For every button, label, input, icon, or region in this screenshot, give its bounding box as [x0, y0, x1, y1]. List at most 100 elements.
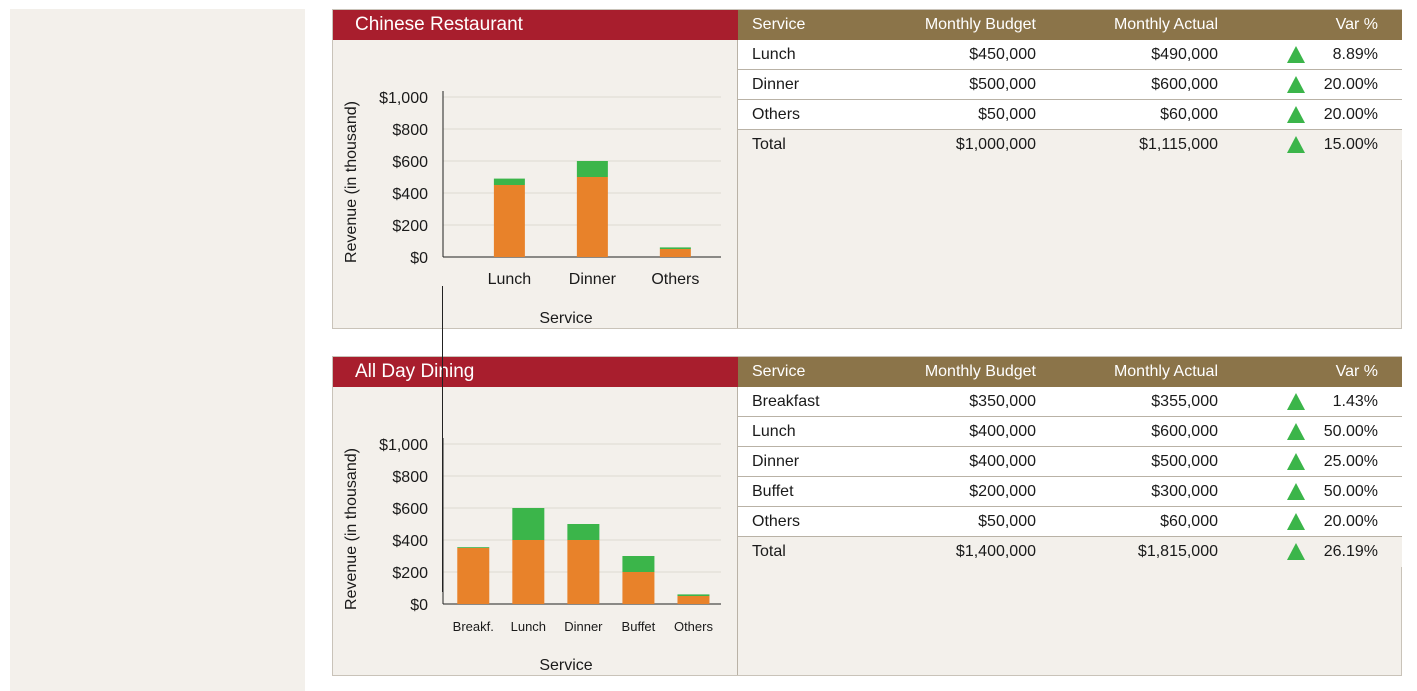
budget-bar — [576, 177, 608, 257]
budget-bar — [512, 540, 545, 604]
y-tick-label: $800 — [392, 122, 428, 139]
triangle-up-icon — [1287, 453, 1305, 470]
x-axis-title: Service — [539, 310, 592, 327]
service-cell: Lunch — [752, 423, 796, 440]
table-header-row: Service Monthly Budget Monthly Actual Var % — [738, 357, 1402, 387]
chart-area: All Day Dining $0 $200 $400 $600 $800 $1,000 B… — [333, 357, 738, 675]
x-tick-label: Others — [674, 619, 714, 634]
y-tick-label: $400 — [392, 533, 428, 550]
variance-bar — [677, 594, 710, 596]
budget-cell: $1,400,000 — [955, 543, 1036, 560]
service-cell: Others — [752, 513, 801, 530]
x-tick-label: Dinner — [569, 271, 617, 288]
variance-bar — [493, 178, 525, 185]
budget-cell: $350,000 — [969, 393, 1036, 410]
var-cell: 20.00% — [1323, 106, 1378, 123]
sidebar — [10, 9, 305, 691]
actual-cell: $1,815,000 — [1137, 543, 1218, 560]
chinese-restaurant-table: Service Monthly Budget Monthly Actual Var %… — [738, 10, 1402, 160]
all-day-dining-panel: All Day Dining $0 $200 $400 $600 $800 $1,000 B… — [332, 356, 1402, 676]
service-cell: Lunch — [752, 46, 796, 63]
x-tick-label: Buffet — [622, 619, 656, 634]
var-cell: 15.00% — [1323, 136, 1378, 153]
triangle-up-icon — [1287, 136, 1305, 153]
service-cell: Total — [752, 136, 786, 153]
budget-cell: $450,000 — [969, 46, 1036, 63]
triangle-up-icon — [1287, 423, 1305, 440]
variance-bar — [659, 247, 691, 249]
budget-bar — [677, 596, 710, 604]
var-cell: 1.43% — [1332, 393, 1378, 410]
actual-cell: $1,115,000 — [1139, 136, 1218, 153]
actual-cell: $60,000 — [1160, 106, 1218, 123]
var-cell: 26.19% — [1323, 543, 1378, 560]
budget-cell: $1,000,000 — [955, 136, 1036, 153]
table-row: Dinner $400,000 $500,000 25.00% — [738, 447, 1402, 477]
all-day-dining-chart: $0 $200 $400 $600 $800 $1,000 Breakf. Lunch Dinn… — [343, 437, 721, 674]
var-cell: 50.00% — [1323, 483, 1378, 500]
y-tick-label: $800 — [392, 469, 428, 486]
budget-bar — [659, 249, 691, 257]
budget-cell: $400,000 — [969, 423, 1036, 440]
y-axis-title: Revenue (in thousand) — [343, 101, 360, 263]
table-row: Buffet $200,000 $300,000 50.00% — [738, 477, 1402, 507]
actual-cell: $600,000 — [1151, 423, 1218, 440]
y-tick-label: $0 — [410, 250, 428, 267]
table-row: Others $50,000 $60,000 20.00% — [738, 100, 1402, 130]
service-cell: Buffet — [752, 483, 794, 500]
chart-area: Chinese Restaurant $0 $200 $400 $600 $800 $1,… — [333, 10, 738, 328]
actual-cell: $490,000 — [1151, 46, 1218, 63]
y-tick-label: $1,000 — [379, 437, 428, 454]
chart-title: Chinese Restaurant — [333, 10, 738, 40]
budget-bar — [567, 540, 600, 604]
variance-bar — [457, 547, 490, 548]
header-monthly-actual: Monthly Actual — [1113, 363, 1218, 380]
header-monthly-actual: Monthly Actual — [1113, 16, 1218, 33]
x-tick-label: Others — [651, 271, 699, 288]
triangle-up-icon — [1287, 46, 1305, 63]
budget-bar — [622, 572, 655, 604]
header-var-percent: Var % — [1335, 363, 1378, 380]
var-cell: 50.00% — [1323, 423, 1378, 440]
all-day-dining-table: Service Monthly Budget Monthly Actual Var %… — [738, 357, 1402, 567]
header-service: Service — [752, 363, 806, 380]
header-service: Service — [752, 16, 806, 33]
var-cell: 25.00% — [1323, 453, 1378, 470]
table-row: Lunch $450,000 $490,000 8.89% — [738, 40, 1402, 70]
y-tick-label: $600 — [392, 154, 428, 171]
table-row: Breakfast $350,000 $355,000 1.43% — [738, 387, 1402, 417]
budget-cell: $400,000 — [969, 453, 1036, 470]
var-cell: 20.00% — [1323, 513, 1378, 530]
variance-bar — [622, 556, 655, 572]
x-tick-label: Dinner — [564, 619, 603, 634]
actual-cell: $355,000 — [1151, 393, 1218, 410]
budget-cell: $500,000 — [969, 76, 1036, 93]
budget-cell: $50,000 — [978, 513, 1036, 530]
table-total-row: Total $1,400,000 $1,815,000 26.19% — [738, 537, 1402, 567]
header-monthly-budget: Monthly Budget — [924, 363, 1036, 380]
y-tick-label: $600 — [392, 501, 428, 518]
triangle-up-icon — [1287, 513, 1305, 530]
actual-cell: $300,000 — [1151, 483, 1218, 500]
x-tick-label: Lunch — [488, 271, 532, 288]
budget-bar — [457, 548, 490, 604]
y-tick-label: $200 — [392, 218, 428, 235]
triangle-up-icon — [1287, 106, 1305, 123]
x-tick-label: Breakf. — [453, 619, 494, 634]
chinese-restaurant-panel: Chinese Restaurant $0 $200 $400 $600 $800 $1,… — [332, 9, 1402, 329]
budget-cell: $50,000 — [978, 106, 1036, 123]
budget-bar — [493, 185, 525, 257]
actual-cell: $500,000 — [1151, 453, 1218, 470]
header-var-percent: Var % — [1335, 16, 1378, 33]
variance-bar — [576, 161, 608, 177]
service-cell: Dinner — [752, 453, 800, 470]
variance-bar — [512, 508, 545, 540]
divider-line — [442, 286, 443, 592]
var-cell: 20.00% — [1323, 76, 1378, 93]
header-monthly-budget: Monthly Budget — [924, 16, 1036, 33]
budget-cell: $200,000 — [969, 483, 1036, 500]
table-row: Lunch $400,000 $600,000 50.00% — [738, 417, 1402, 447]
triangle-up-icon — [1287, 543, 1305, 560]
y-tick-label: $200 — [392, 565, 428, 582]
y-tick-label: $400 — [392, 186, 428, 203]
